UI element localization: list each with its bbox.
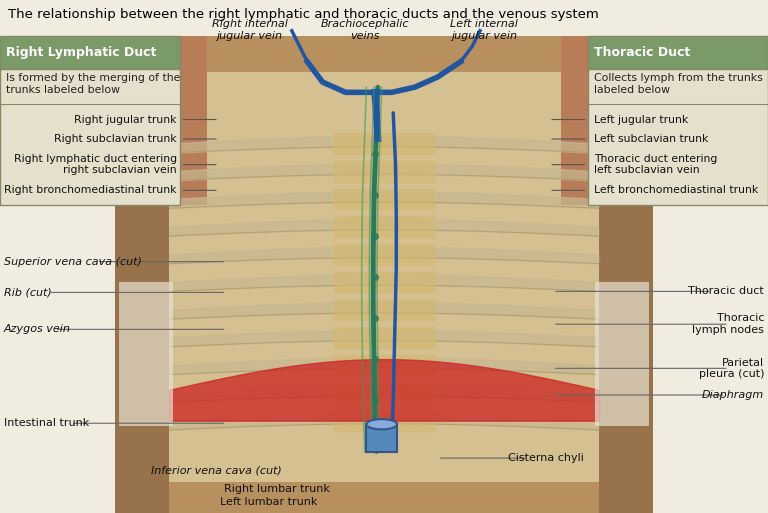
Text: Collects lymph from the trunks
labeled below: Collects lymph from the trunks labeled b… (594, 73, 763, 95)
Text: Left subclavian trunk: Left subclavian trunk (594, 134, 708, 144)
Text: Diaphragm: Diaphragm (702, 390, 764, 400)
Text: Cisterna chyli: Cisterna chyli (508, 453, 584, 463)
Text: Right internal
jugular vein: Right internal jugular vein (212, 19, 287, 41)
Text: Thoracic duct entering
left subclavian vein: Thoracic duct entering left subclavian v… (594, 154, 717, 175)
Text: Left jugular trunk: Left jugular trunk (594, 114, 688, 125)
Text: Left bronchomediastinal trunk: Left bronchomediastinal trunk (594, 185, 758, 195)
Text: The relationship between the right lymphatic and thoracic ducts and the venous s: The relationship between the right lymph… (8, 8, 598, 21)
Bar (595, 282, 649, 426)
Text: Rib (cut): Rib (cut) (4, 287, 51, 298)
Bar (0, 69, 180, 205)
Text: Brachiocephalic
veins: Brachiocephalic veins (320, 19, 409, 41)
Text: Inferior vena cava (cut): Inferior vena cava (cut) (151, 466, 282, 476)
Text: Right lymphatic duct entering
right subclavian vein: Right lymphatic duct entering right subc… (14, 154, 177, 175)
Text: Superior vena cava (cut): Superior vena cava (cut) (4, 256, 142, 267)
Ellipse shape (366, 419, 397, 429)
Bar (169, 72, 599, 482)
Text: Right bronchomediastinal trunk: Right bronchomediastinal trunk (4, 185, 177, 195)
Text: Intestinal trunk: Intestinal trunk (4, 418, 89, 428)
Bar (599, 205, 653, 513)
Text: Parietal
pleura (cut): Parietal pleura (cut) (699, 358, 764, 379)
Text: Azygos vein: Azygos vein (4, 324, 71, 334)
Text: Left lumbar trunk: Left lumbar trunk (220, 497, 317, 507)
Bar (0, 36, 180, 69)
Bar (115, 205, 169, 513)
Text: Right lumbar trunk: Right lumbar trunk (223, 484, 329, 494)
Text: Thoracic Duct: Thoracic Duct (594, 46, 690, 59)
Bar (588, 36, 768, 69)
Bar (366, 424, 397, 452)
Text: Right subclavian trunk: Right subclavian trunk (54, 134, 177, 144)
Bar (588, 69, 768, 205)
Text: Is formed by the merging of the
trunks labeled below: Is formed by the merging of the trunks l… (6, 73, 180, 95)
Bar (115, 36, 207, 205)
Text: Thoracic
lymph nodes: Thoracic lymph nodes (692, 313, 764, 335)
Text: Right jugular trunk: Right jugular trunk (74, 114, 177, 125)
Bar (115, 36, 653, 513)
Text: Right Lymphatic Duct: Right Lymphatic Duct (6, 46, 157, 59)
Text: Thoracic duct: Thoracic duct (688, 286, 764, 297)
Text: Left internal
jugular vein: Left internal jugular vein (450, 19, 518, 41)
Bar (119, 282, 173, 426)
Bar (561, 36, 653, 205)
